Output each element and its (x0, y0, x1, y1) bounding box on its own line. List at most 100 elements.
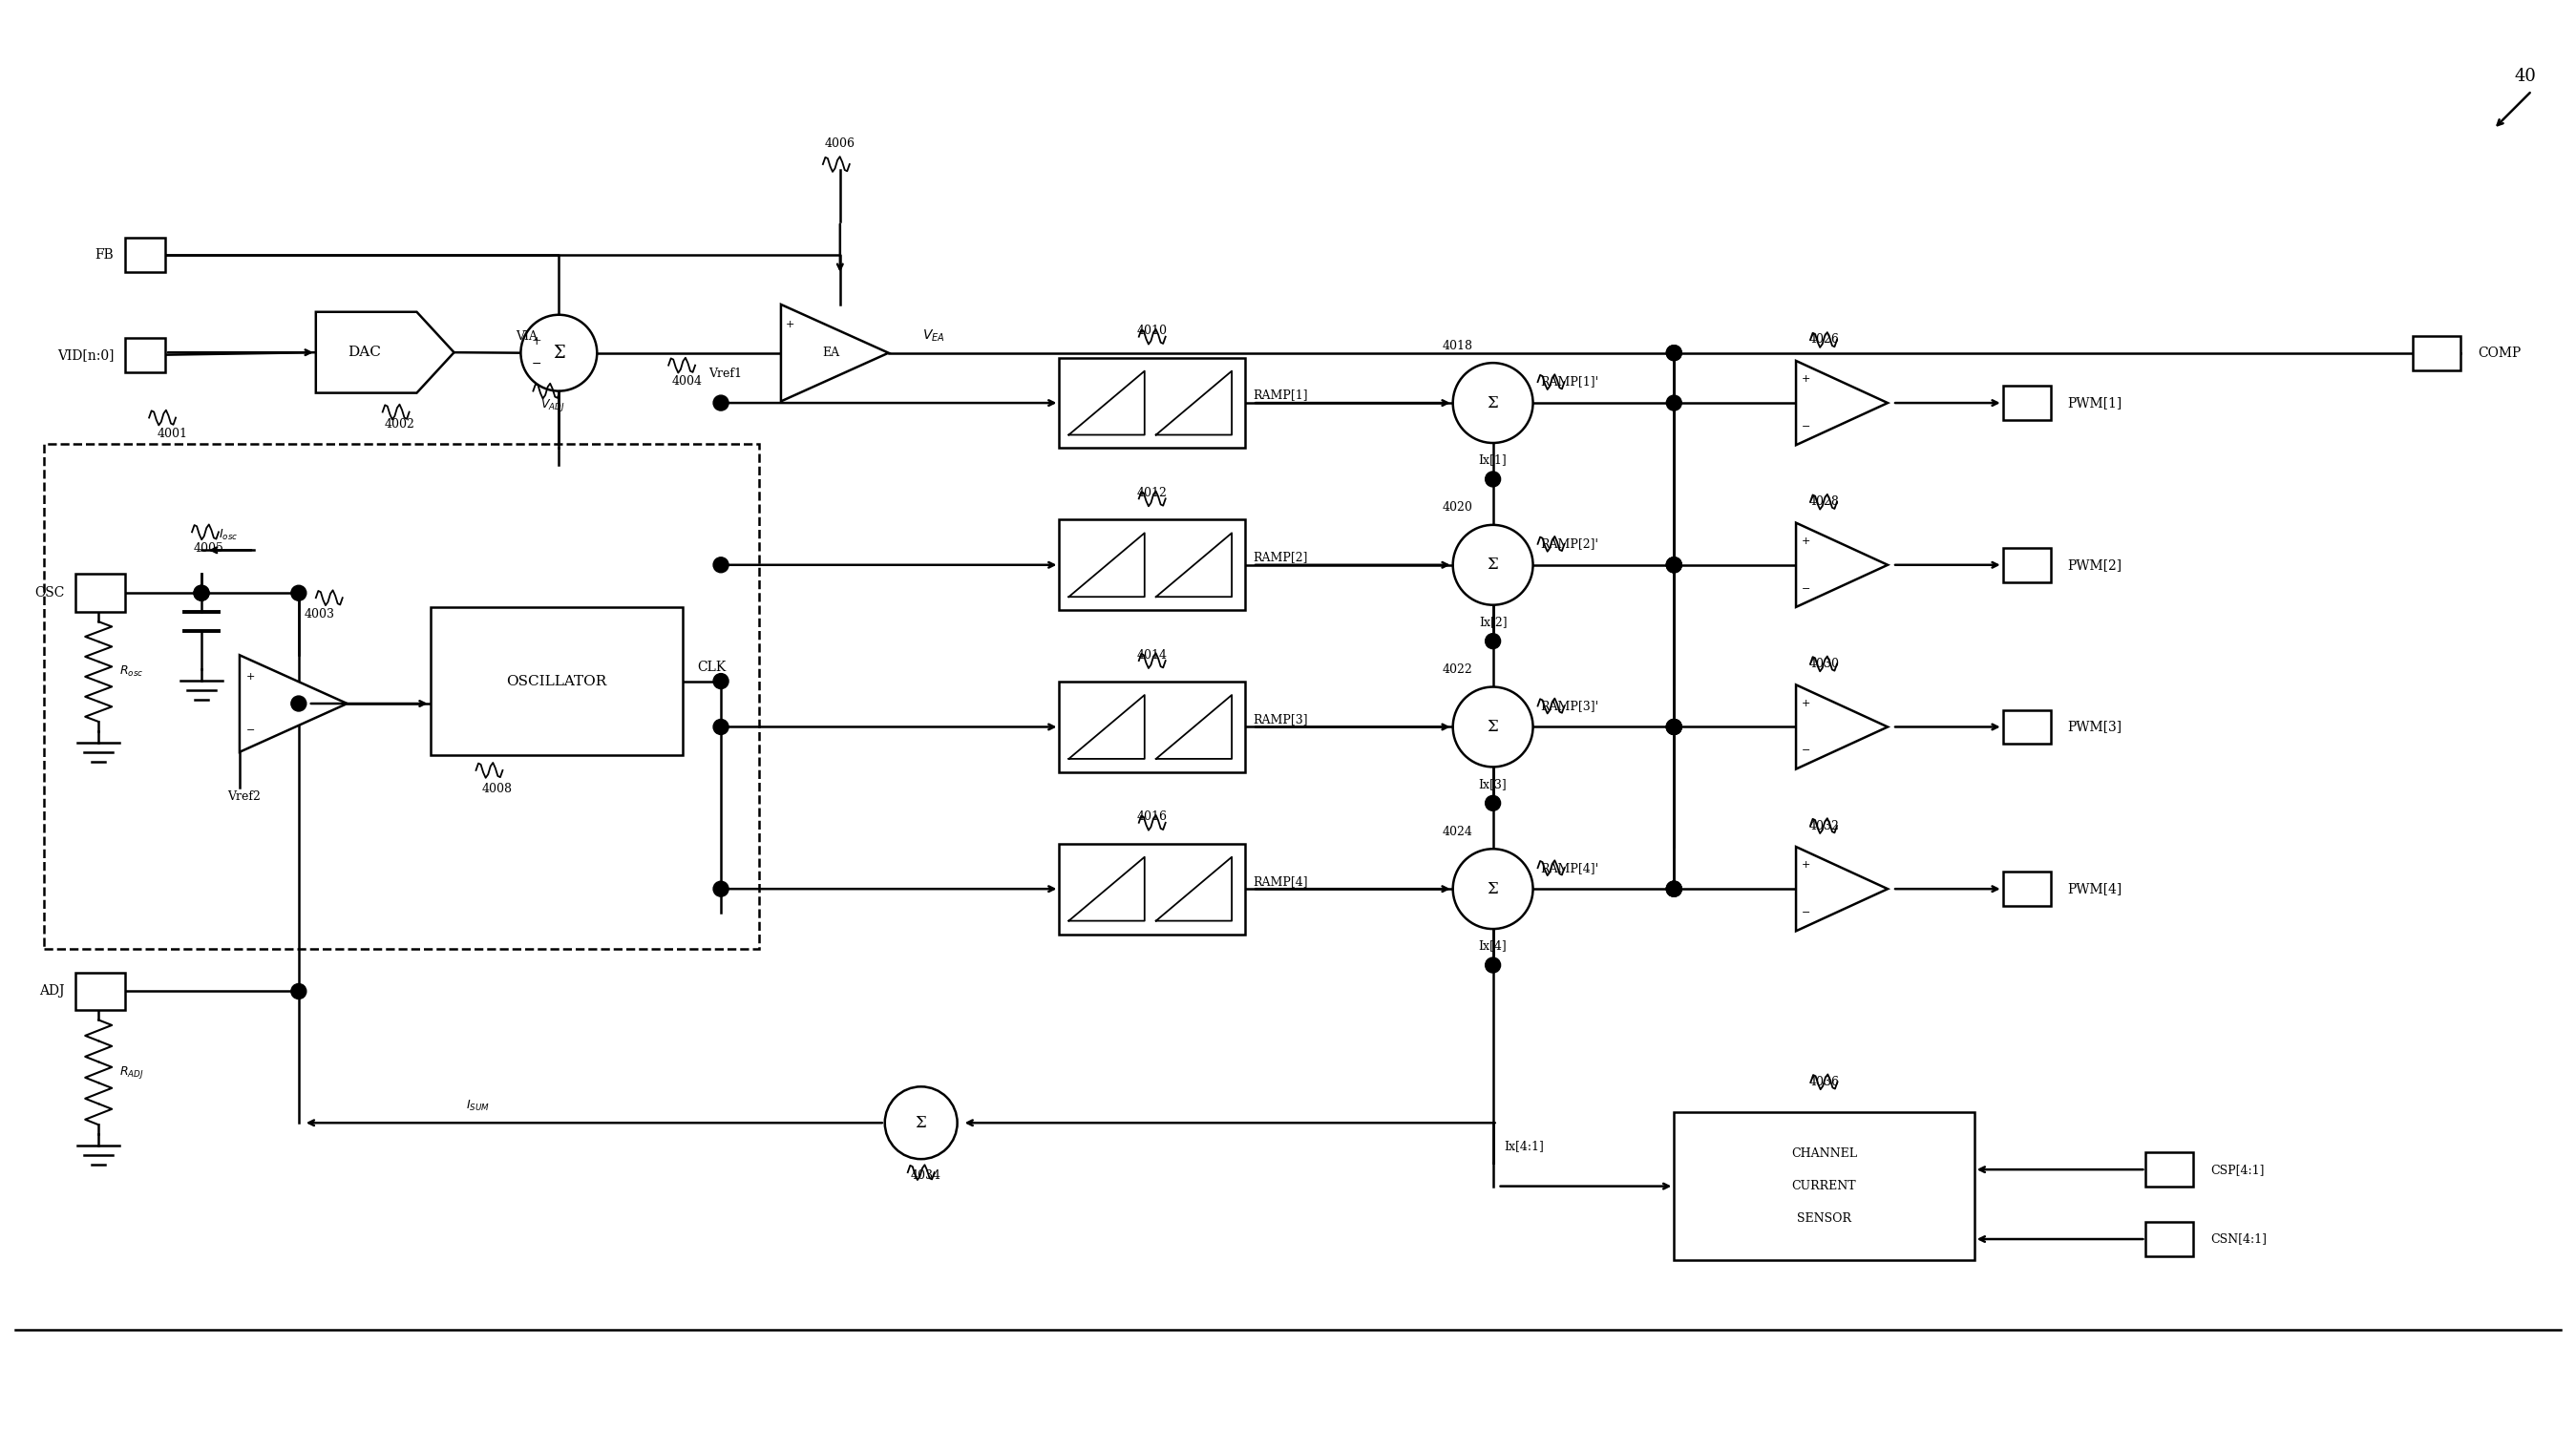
Text: 4022: 4022 (1443, 664, 1473, 676)
Text: 4026: 4026 (1808, 333, 1839, 346)
Circle shape (1667, 558, 1682, 572)
Circle shape (714, 881, 729, 897)
Text: CSN[4:1]: CSN[4:1] (2210, 1233, 2267, 1246)
Circle shape (1667, 719, 1682, 735)
Circle shape (193, 585, 209, 601)
Bar (2002, 548, 2050, 582)
Circle shape (1486, 958, 1502, 972)
Bar (2146, 1153, 2192, 1187)
Text: RAMP[4]': RAMP[4]' (1540, 862, 1600, 874)
Text: RAMP[3]': RAMP[3]' (1540, 699, 1600, 712)
Text: PWM[1]: PWM[1] (2069, 396, 2123, 409)
Text: Ix[3]: Ix[3] (1479, 778, 1507, 791)
Bar (126, 337, 165, 372)
Text: 4036: 4036 (1808, 1075, 1839, 1088)
Text: RAMP[2]': RAMP[2]' (1540, 538, 1600, 551)
Text: +: + (1801, 536, 1811, 546)
Text: $I_{SUM}$: $I_{SUM}$ (466, 1098, 489, 1113)
Text: Σ: Σ (1486, 719, 1499, 735)
Text: Vref1: Vref1 (708, 368, 742, 380)
Text: FB: FB (95, 247, 113, 262)
Text: RAMP[1]: RAMP[1] (1252, 389, 1309, 402)
Text: Ix[4:1]: Ix[4:1] (1504, 1140, 1546, 1153)
Text: $V_{EA}$: $V_{EA}$ (922, 327, 945, 343)
Polygon shape (1795, 360, 1888, 445)
Circle shape (1667, 719, 1682, 735)
Text: −: − (1801, 583, 1811, 593)
Text: 4001: 4001 (157, 428, 188, 440)
Text: −: − (1801, 746, 1811, 755)
Text: $R_{ADJ}$: $R_{ADJ}$ (118, 1064, 144, 1081)
Circle shape (1667, 881, 1682, 897)
Text: 4016: 4016 (1136, 811, 1167, 824)
Circle shape (1667, 345, 1682, 360)
Text: $V_{ADJ}$: $V_{ADJ}$ (541, 398, 564, 413)
Text: 4014: 4014 (1136, 649, 1167, 661)
Circle shape (1486, 472, 1502, 486)
Text: −: − (1801, 908, 1811, 918)
Text: Σ: Σ (554, 345, 564, 362)
Text: 4006: 4006 (824, 137, 855, 150)
Bar (2002, 386, 2050, 420)
Text: OSCILLATOR: OSCILLATOR (507, 675, 608, 688)
Text: CSP[4:1]: CSP[4:1] (2210, 1164, 2264, 1175)
Text: −: − (247, 725, 255, 735)
Text: CLK: CLK (698, 661, 726, 674)
Text: $I_{osc}$: $I_{osc}$ (219, 528, 237, 542)
Text: RAMP[4]: RAMP[4] (1252, 875, 1309, 888)
Text: VID[n:0]: VID[n:0] (57, 347, 113, 362)
Text: EA: EA (822, 346, 840, 359)
Text: PWM[2]: PWM[2] (2069, 558, 2123, 572)
Circle shape (1667, 395, 1682, 410)
Bar (430, 608, 683, 755)
Text: 4030: 4030 (1808, 658, 1839, 671)
Text: −: − (533, 358, 541, 370)
Text: +: + (1801, 861, 1811, 869)
Text: 4008: 4008 (482, 784, 513, 795)
Text: Vref2: Vref2 (227, 791, 260, 804)
Text: VIA: VIA (515, 330, 538, 343)
Text: OSC: OSC (33, 586, 64, 599)
Text: 4010: 4010 (1136, 325, 1167, 337)
Text: 4034: 4034 (909, 1170, 940, 1181)
Bar (1059, 682, 1244, 772)
Text: 4018: 4018 (1443, 339, 1473, 352)
Circle shape (1667, 719, 1682, 735)
Circle shape (1453, 686, 1533, 766)
Text: 4003: 4003 (304, 608, 335, 621)
Circle shape (714, 719, 729, 735)
Text: +: + (1801, 698, 1811, 708)
Bar (2414, 336, 2460, 370)
Circle shape (1667, 881, 1682, 897)
Bar (1059, 844, 1244, 934)
Circle shape (1486, 633, 1502, 649)
Text: 4002: 4002 (384, 418, 415, 430)
Text: CHANNEL: CHANNEL (1790, 1147, 1857, 1160)
Circle shape (714, 558, 729, 572)
Text: $R_{osc}$: $R_{osc}$ (118, 665, 144, 679)
Circle shape (1453, 363, 1533, 443)
Text: 4020: 4020 (1443, 502, 1473, 513)
Text: COMP: COMP (2478, 346, 2522, 359)
Bar (1059, 358, 1244, 448)
Text: +: + (247, 672, 255, 682)
Polygon shape (781, 305, 889, 402)
Text: +: + (786, 319, 796, 329)
Circle shape (1667, 345, 1682, 360)
Text: PWM[4]: PWM[4] (2069, 882, 2123, 895)
Text: RAMP[3]: RAMP[3] (1252, 714, 1309, 725)
Text: 4005: 4005 (193, 542, 224, 555)
Text: Ix[4]: Ix[4] (1479, 940, 1507, 952)
Bar (2002, 872, 2050, 907)
Bar (75, 972, 126, 1011)
Text: +: + (1801, 375, 1811, 383)
Circle shape (291, 984, 307, 1000)
Circle shape (1667, 881, 1682, 897)
Text: Ix[1]: Ix[1] (1479, 453, 1507, 466)
Bar (75, 573, 126, 612)
Circle shape (1453, 849, 1533, 930)
Polygon shape (240, 655, 348, 752)
Text: SENSOR: SENSOR (1798, 1213, 1852, 1226)
Text: RAMP[2]: RAMP[2] (1252, 551, 1309, 563)
Circle shape (1453, 525, 1533, 605)
